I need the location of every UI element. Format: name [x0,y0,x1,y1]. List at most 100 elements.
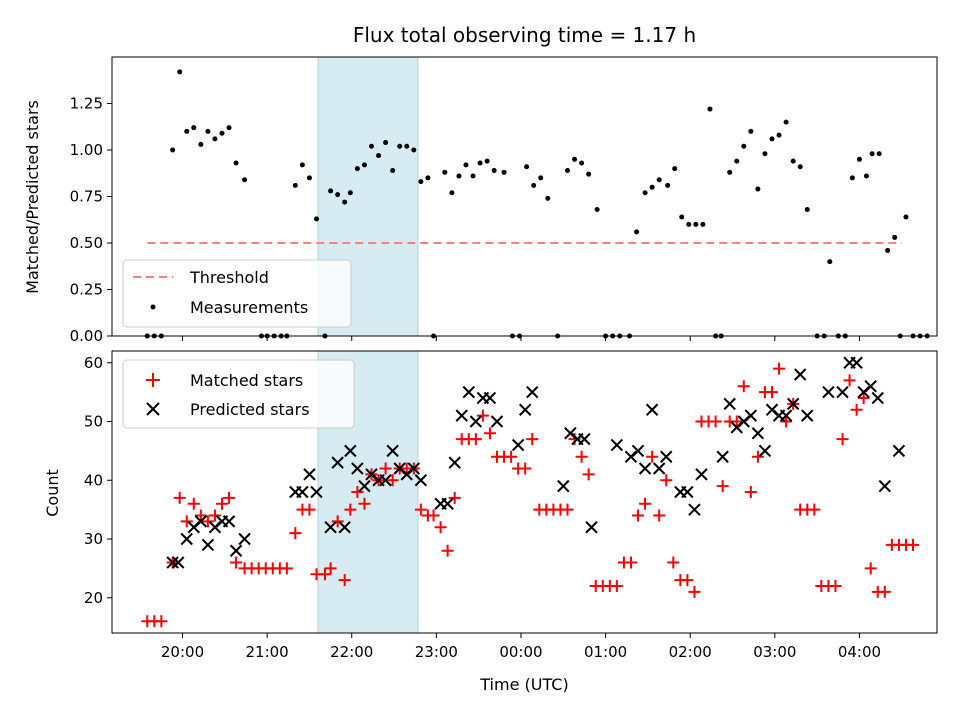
predicted-stars-point [338,521,351,534]
measurements-point [484,158,490,164]
measurements-point [404,143,410,149]
matched-stars-point [505,450,518,463]
predicted-stars-point [180,532,193,546]
measurements-point [292,182,298,188]
matched-stars-point [737,380,750,393]
matched-stars-point [766,386,778,399]
predicted-stars-point [850,356,863,369]
matched-stars-point [582,468,595,481]
predicted-stars-point [681,485,694,499]
measurements-point [425,175,431,181]
top-plot-frame [111,56,938,337]
matched-stars-point [427,509,440,522]
measurements-point [565,167,571,173]
top-y-tick-label: 0.50 [70,234,103,252]
predicted-stars-point [638,462,652,475]
predicted-legend-label: Predicted stars [190,400,310,419]
matched-stars-point [878,585,891,598]
predicted-stars-point [351,462,364,475]
predicted-stars-point [166,556,179,569]
predicted-stars-point [455,409,468,422]
top-legend-box [122,259,352,328]
measurements-point [656,177,662,183]
measurements-point [184,128,190,134]
measurements-point [226,125,232,131]
predicted-stars-point [610,438,624,452]
measurements-point [776,132,782,138]
bottom-y-tick-label: 40 [84,471,103,489]
predicted-stars-point [490,415,504,428]
measurements-point [876,151,882,157]
x-axis-label: Time (UTC) [479,675,568,694]
top-legend: Threshold Measurements [122,259,352,328]
predicted-stars-point [645,403,659,416]
predicted-stars-point [822,385,835,399]
predicted-stars-point [836,385,849,399]
matched-stars-point [208,509,221,522]
measurements-point [328,188,334,194]
matched-stars-point [836,433,849,446]
bottom-y-tick-label: 20 [84,589,103,607]
bottom-legend: Matched stars Predicted stars [122,359,355,429]
matched-stars-point [173,491,186,504]
bottom-y-axis-label: Count [43,469,62,517]
matched-stars-point [230,556,243,569]
matched-stars-point [216,497,228,510]
matched-stars-point [344,503,357,516]
measurements-point [545,195,551,201]
measurements-point [376,153,382,159]
x-tick-label: 22:00 [330,643,373,661]
predicted-stars-point [578,432,591,446]
predicted-stars-point [631,444,645,458]
measurements-point [442,169,448,175]
matched-stars-point [808,503,821,516]
top-y-tick-label: 0.00 [70,327,103,345]
top-y-axis-label: Matched/Predicted stars [23,100,42,294]
measurements-point [672,166,678,172]
top-y-tick-label: 1.25 [70,95,103,113]
measurements-point [686,221,692,227]
matched-stars-point [709,415,722,428]
x-tick-label: 00:00 [499,643,542,661]
measurements-point [727,169,733,175]
matched-stars-point [561,503,574,516]
predicted-stars-point [557,479,570,493]
measurements-legend-label: Measurements [190,298,308,317]
predicted-stars-point [448,456,461,469]
matched-stars-point [519,462,532,475]
top-panel: Flux total observing time = 1.17 h 0.00 0… [23,23,938,345]
measurements-point [233,160,239,166]
measurements-point [665,182,671,188]
measurements-point [634,229,640,235]
bottom-y-tick-label: 50 [84,413,103,431]
measurements-point [579,160,585,166]
measurements-point [170,147,176,153]
chart-title: Flux total observing time = 1.17 h [353,23,696,47]
matched-stars-point [441,544,454,557]
measurements-point [762,151,768,157]
matched-stars-point [850,403,863,416]
matched-stars-point [632,509,645,522]
predicted-stars-point [172,556,185,569]
measurements-point [524,164,530,170]
predicted-stars-point [744,409,758,422]
measurements-point [594,207,600,213]
measurements-point [748,128,754,134]
matched-stars-point [303,503,316,516]
matched-stars-point [434,521,447,534]
matched-stars-point [688,585,701,598]
measurements-point [449,190,455,196]
predicted-stars-point [483,391,497,405]
matched-stars-point [829,580,842,592]
measurements-point [361,162,367,168]
predicted-stars-point [386,444,399,458]
measurements-point [491,167,497,173]
predicted-stars-point [695,468,708,481]
matched-stars-point [751,450,764,463]
measurements-point [390,167,396,173]
matched-stars-point [780,415,793,428]
predicted-stars-point [379,474,392,487]
matched-stars-point [476,409,489,422]
predicted-stars-point [201,538,215,552]
